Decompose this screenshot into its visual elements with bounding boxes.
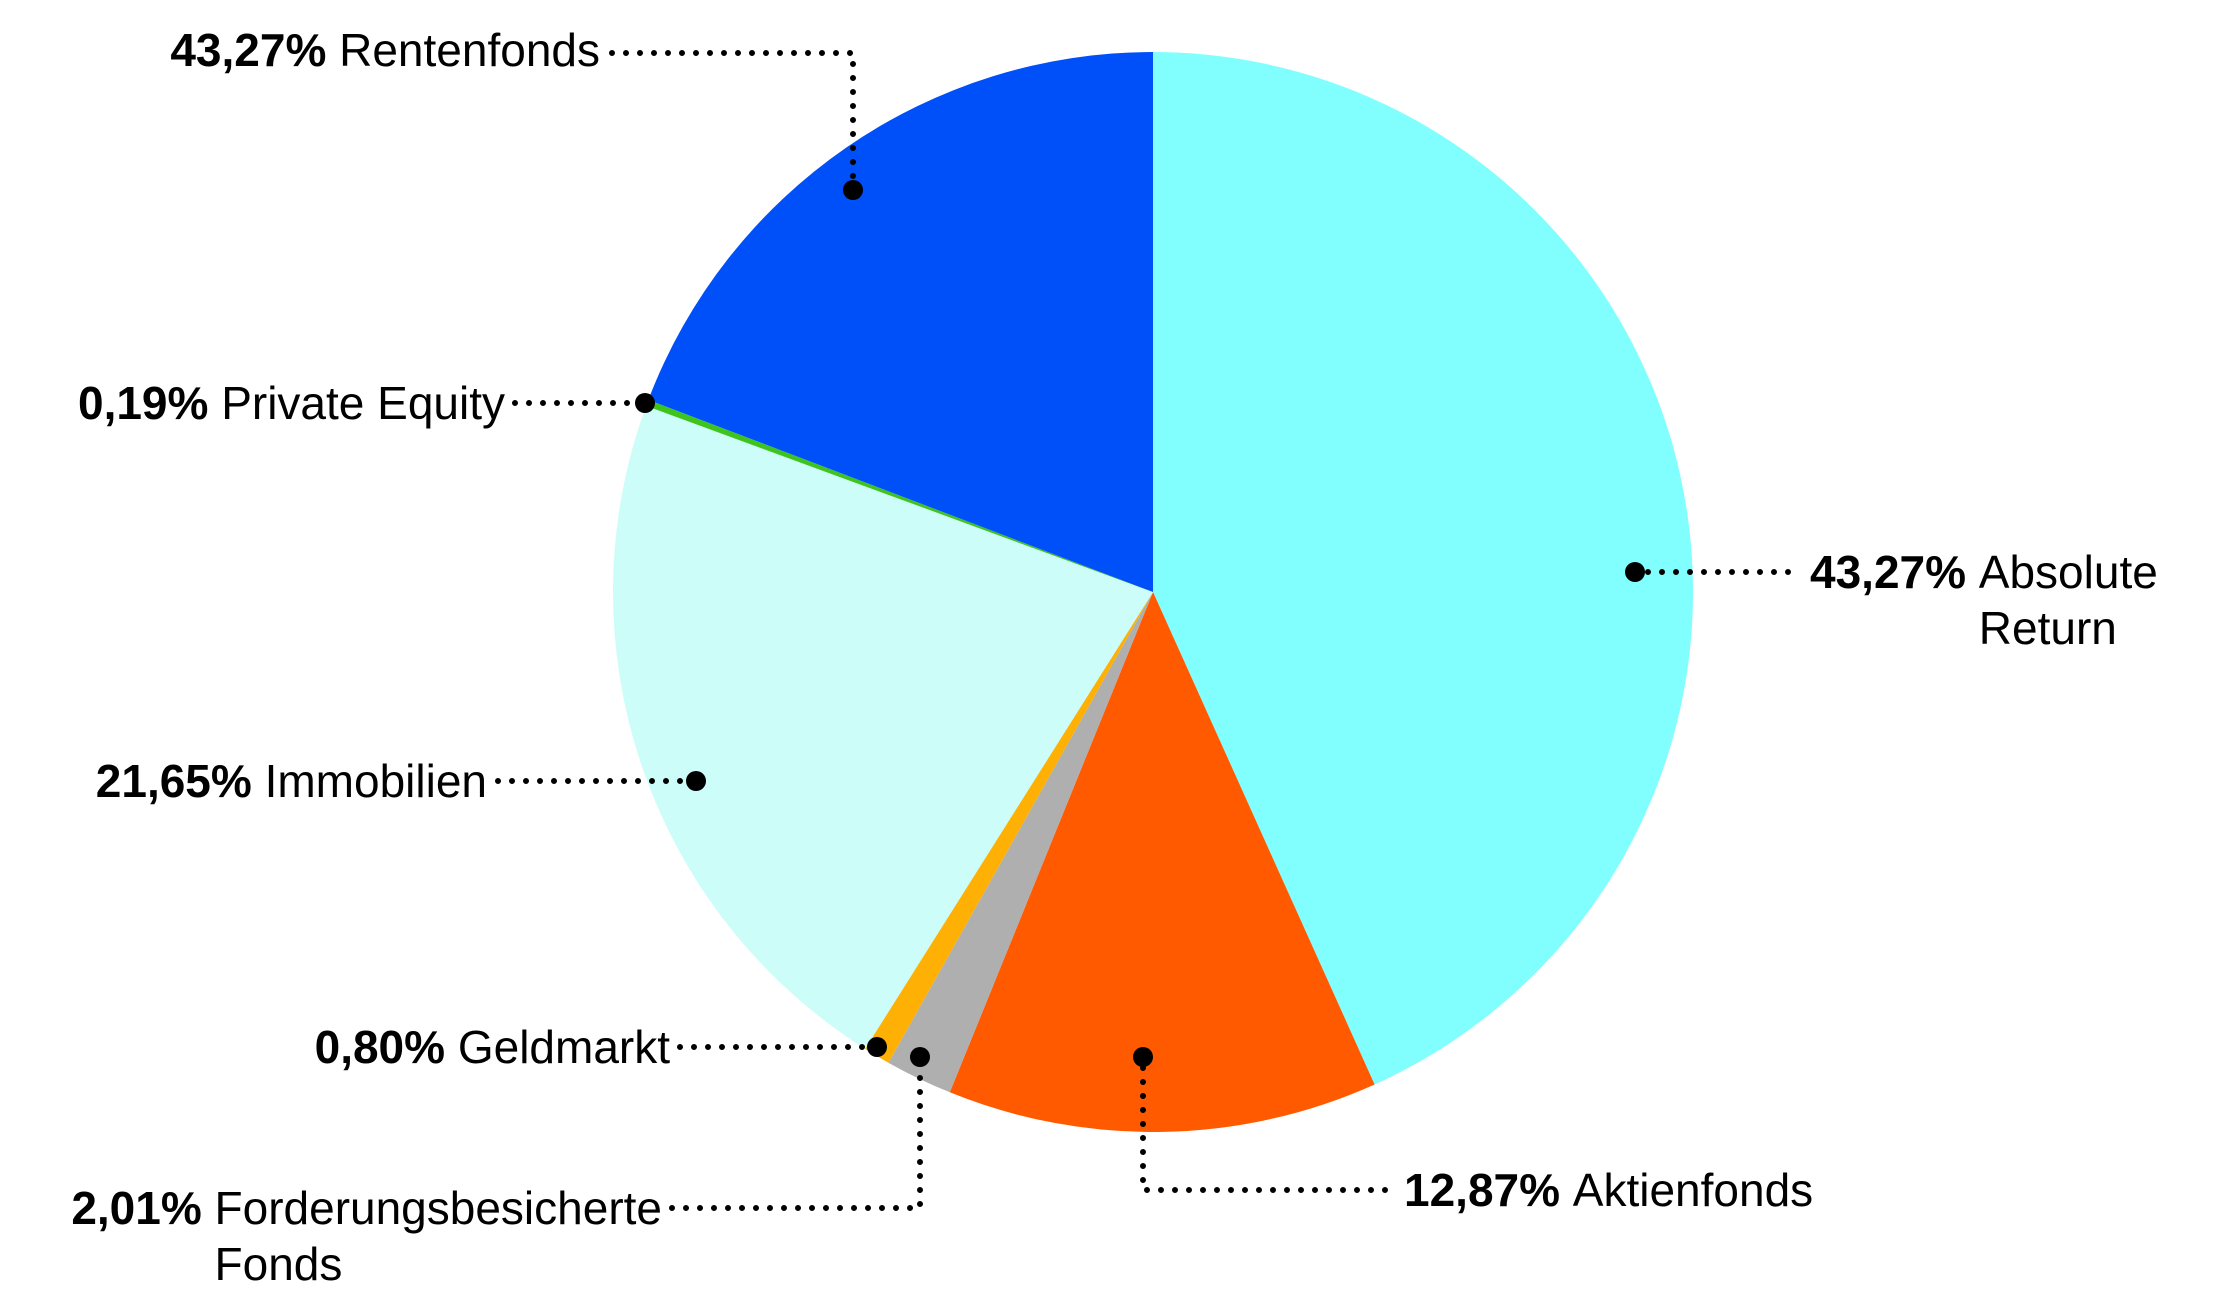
slice-label-absolute-return: 43,27% Absolute Return xyxy=(1810,544,2158,656)
pie-slice-forderungsbesicherte-fonds xyxy=(888,592,1153,1093)
slice-label-rentenfonds: 43,27% Rentenfonds xyxy=(170,22,600,78)
callout-dot-aktienfonds xyxy=(1133,1047,1153,1067)
slice-percent: 43,27% xyxy=(170,24,327,76)
callout-dot-geldmarkt xyxy=(867,1037,887,1057)
callout-dot-immobilien xyxy=(686,771,706,791)
slice-percent: 0,19% xyxy=(77,377,209,429)
slice-label-forderungsbesicherte-fonds: 2,01% Forderungsbesicherte Fonds xyxy=(71,1180,662,1292)
slice-name: Rentenfonds xyxy=(339,24,600,76)
pie-slice-aktienfonds xyxy=(949,592,1375,1133)
callout-dot-rentenfonds xyxy=(843,180,863,200)
slice-percent: 2,01% xyxy=(71,1182,202,1234)
slice-name: Geldmarkt xyxy=(457,1021,670,1073)
pie-slice-rentenfonds xyxy=(648,52,1153,592)
slice-label-geldmarkt: 0,80% Geldmarkt xyxy=(315,1019,670,1075)
pie-slice-immobilien xyxy=(612,405,1153,1049)
slice-name: Absolute Return xyxy=(1978,546,2158,654)
callout-dot-forderungsbesicherte-fonds xyxy=(910,1047,930,1067)
slice-percent: 0,80% xyxy=(314,1021,446,1073)
slice-name: Private Equity xyxy=(221,377,505,429)
callout-dot-private-equity xyxy=(635,393,655,413)
callout-line-forderungsbesicherte-fonds xyxy=(669,1065,923,1211)
slice-name: Forderungsbesicherte Fonds xyxy=(214,1182,662,1290)
pie-slice-private-equity xyxy=(646,399,1153,592)
slice-percent: 43,27% xyxy=(1810,546,1967,598)
slice-label-aktienfonds: 12,87% Aktienfonds xyxy=(1404,1162,1813,1218)
slice-name: Aktienfonds xyxy=(1572,1164,1814,1216)
callout-line-aktienfonds xyxy=(1140,1065,1393,1193)
slice-percent: 21,65% xyxy=(95,755,252,807)
pie-slice-absolute-return xyxy=(1153,52,1694,1085)
slice-name: Immobilien xyxy=(264,755,487,807)
slice-label-private-equity: 0,19% Private Equity xyxy=(78,375,505,431)
pie-slice-geldmarkt xyxy=(865,592,1153,1063)
callout-dot-absolute-return xyxy=(1625,562,1645,582)
callout-line-rentenfonds xyxy=(609,50,856,181)
slice-label-immobilien: 21,65% Immobilien xyxy=(96,753,487,809)
slice-percent: 12,87% xyxy=(1404,1164,1561,1216)
